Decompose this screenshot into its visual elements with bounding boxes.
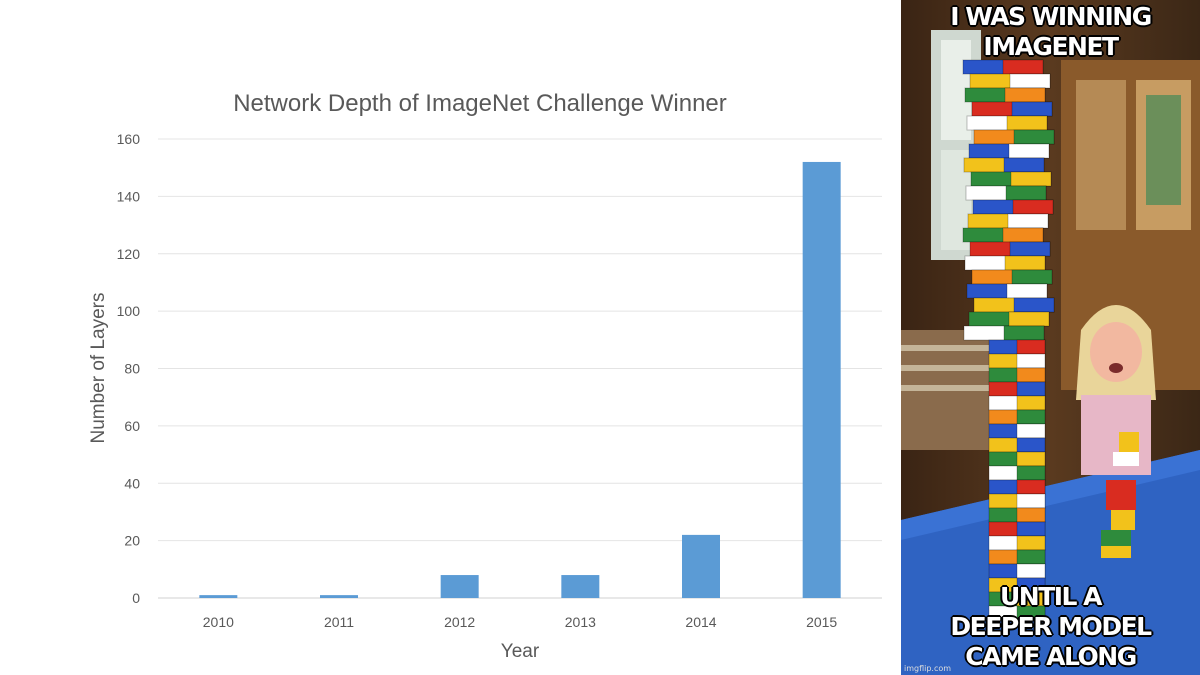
x-tick-label: 2011 (324, 614, 354, 630)
y-tick-label: 100 (117, 303, 141, 319)
lego-brick (1002, 59, 1044, 75)
lego-brick (1016, 521, 1046, 537)
x-tick-label: 2012 (444, 614, 475, 630)
lego-brick (1016, 535, 1046, 551)
lego-brick (1013, 297, 1055, 313)
lego-brick (1016, 605, 1046, 621)
y-tick-label: 160 (117, 131, 141, 147)
bar-2010 (199, 595, 238, 598)
y-tick-label: 40 (124, 475, 140, 491)
lego-brick (1008, 143, 1050, 159)
x-tick-label: 2010 (203, 614, 234, 630)
lego-brick (1016, 423, 1046, 439)
lego-brick (1016, 479, 1046, 495)
lego-brick (1016, 563, 1046, 579)
bar-2012 (440, 575, 479, 598)
lego-brick (1016, 395, 1046, 411)
lego-brick (1004, 87, 1046, 103)
chart-title: Network Depth of ImageNet Challenge Winn… (233, 90, 727, 117)
meme-bottom-caption: UNTIL A DEEPER MODEL CAME ALONG (950, 582, 1152, 671)
lego-tower-photo (901, 0, 1200, 675)
bar-2015 (802, 161, 841, 598)
lego-brick (1003, 157, 1045, 173)
lego-brick (1002, 227, 1044, 243)
y-tick-label: 20 (124, 533, 140, 549)
y-tick-label: 0 (132, 590, 140, 606)
x-tick-label: 2014 (685, 614, 716, 630)
lego-brick (1012, 199, 1054, 215)
lego-brick (1016, 451, 1046, 467)
x-axis-label: Year (501, 641, 540, 662)
lego-brick (1007, 213, 1049, 229)
y-tick-label: 120 (117, 246, 141, 262)
lego-brick (1009, 241, 1051, 257)
y-axis-label: Number of Layers (88, 292, 109, 443)
x-tick-label: 2013 (565, 614, 596, 630)
bar-chart-panel: Network Depth of ImageNet Challenge Winn… (88, 90, 882, 662)
bar-2011 (320, 595, 358, 598)
lego-brick (1016, 353, 1046, 369)
bar-2014 (682, 534, 720, 598)
lego-brick (1005, 185, 1047, 201)
lego-brick (1011, 269, 1053, 285)
lego-brick (1016, 465, 1046, 481)
lego-brick (1006, 283, 1048, 299)
lego-brick (1008, 311, 1050, 327)
bar-2013 (561, 575, 600, 598)
lego-brick (1003, 325, 1045, 341)
lego-brick (1010, 171, 1052, 187)
lego-brick (1013, 129, 1055, 145)
lego-brick (1016, 549, 1046, 565)
lego-brick (1016, 367, 1046, 383)
bar-chart: Network Depth of ImageNet Challenge Winn… (88, 90, 882, 662)
y-tick-label: 80 (124, 361, 140, 377)
lego-brick (1016, 339, 1046, 355)
lego-brick (1006, 115, 1048, 131)
lego-brick (1016, 409, 1046, 425)
lego-brick (1016, 381, 1046, 397)
x-tick-label: 2015 (806, 614, 837, 630)
imgflip-watermark: imgflip.com (904, 664, 952, 673)
y-tick-label: 140 (117, 188, 141, 204)
lego-brick (1016, 437, 1046, 453)
meme-top-caption: I WAS WINNING IMAGENET (950, 2, 1152, 61)
lego-brick (1016, 493, 1046, 509)
y-tick-label: 60 (124, 418, 140, 434)
lego-brick (1009, 73, 1051, 89)
lego-brick (1011, 101, 1053, 117)
lego-brick (1004, 255, 1046, 271)
meme-image: I WAS WINNING IMAGENET UNTIL A DEEPER MO… (901, 0, 1200, 675)
lego-brick (1016, 507, 1046, 523)
